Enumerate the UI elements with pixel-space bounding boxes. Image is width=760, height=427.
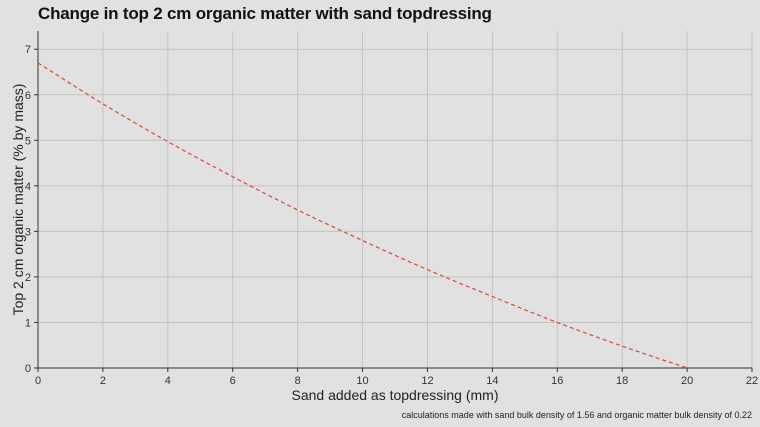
y-tick-label: 1 xyxy=(25,317,31,329)
x-tick-label: 0 xyxy=(35,375,41,387)
y-tick-label: 5 xyxy=(25,135,31,147)
series-lines xyxy=(37,62,688,369)
x-tick-label: 18 xyxy=(616,375,628,387)
chart-title: Change in top 2 cm organic matter with s… xyxy=(38,4,492,23)
y-tick-label: 6 xyxy=(25,90,31,102)
x-tick-label: 8 xyxy=(295,375,301,387)
x-tick-label: 10 xyxy=(356,375,368,387)
grid-lines xyxy=(37,31,753,369)
x-tick-label: 2 xyxy=(100,375,106,387)
y-tick-label: 7 xyxy=(25,44,31,56)
x-tick-label: 20 xyxy=(681,375,693,387)
x-tick-label: 14 xyxy=(486,375,498,387)
y-tick-label: 3 xyxy=(25,226,31,238)
series-line xyxy=(37,62,688,369)
x-tick-label: 4 xyxy=(165,375,171,387)
x-tick-label: 6 xyxy=(230,375,236,387)
y-tick-label: 4 xyxy=(25,181,31,193)
x-axis-label: Sand added as topdressing (mm) xyxy=(292,387,499,403)
chart-caption: calculations made with sand bulk density… xyxy=(401,410,752,420)
x-tick-label: 12 xyxy=(421,375,433,387)
x-tick-label: 16 xyxy=(551,375,563,387)
y-axis-label: Top 2 cm organic matter (% by mass) xyxy=(10,84,26,316)
y-tick-label: 0 xyxy=(25,363,31,375)
x-tick-label: 22 xyxy=(746,375,758,387)
axes xyxy=(34,31,753,372)
y-tick-label: 2 xyxy=(25,272,31,284)
